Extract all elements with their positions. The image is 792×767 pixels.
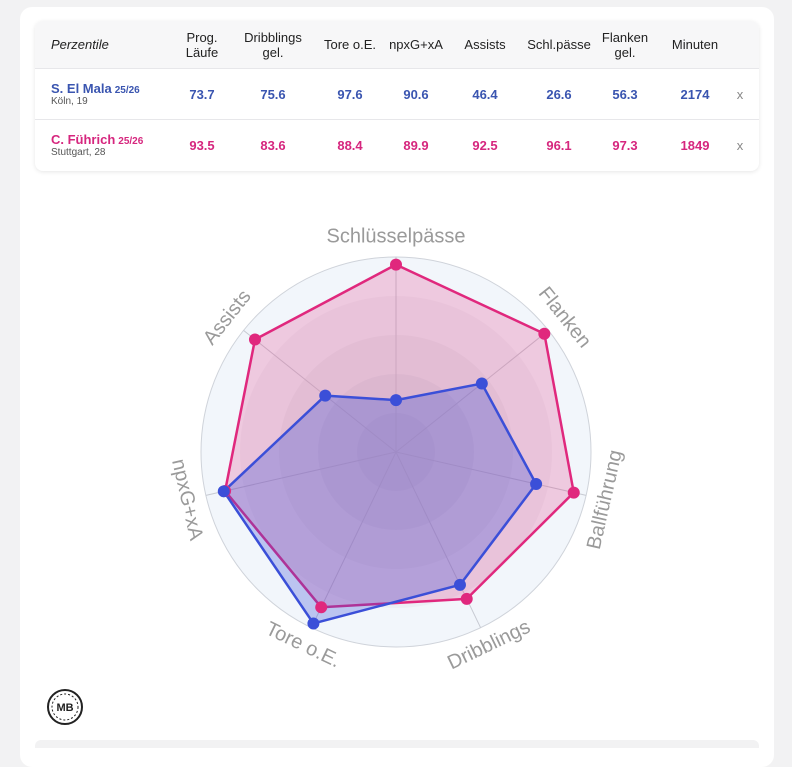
radar-chart: SchlüsselpässeFlankenBallführungDribblin… <box>167 225 627 674</box>
value-cell: 93.5 <box>189 137 215 153</box>
header-flanken[interactable]: Flanken gel. <box>601 29 649 60</box>
radar-point <box>460 592 473 605</box>
radar-spoke <box>395 451 587 496</box>
player-name[interactable]: S. El Mala 25/26 <box>51 81 140 96</box>
table-row: C. Führich 25/26 Stuttgart, 28 93.5 83.6 … <box>35 120 759 170</box>
value-cell: 83.6 <box>260 137 286 153</box>
value-cell: 56.3 <box>612 86 638 102</box>
value-cell: 97.3 <box>612 137 638 153</box>
radar-spoke <box>205 451 397 496</box>
header-npxg[interactable]: npxG+xA <box>389 37 443 52</box>
bottom-strip <box>35 740 759 748</box>
player-club-age: Stuttgart, 28 <box>51 147 106 158</box>
player-club-age: Köln, 19 <box>51 96 88 107</box>
table-header: Perzentile Prog. Läufe Dribblings gel. T… <box>35 21 759 69</box>
radar-spoke <box>243 330 397 453</box>
header-minuten[interactable]: Minuten <box>671 37 719 52</box>
header-tore[interactable]: Tore o.E. <box>323 37 377 52</box>
player-name-text: S. El Mala <box>51 81 112 96</box>
radar-point <box>390 258 402 271</box>
radar-point <box>475 377 488 390</box>
radar-point <box>217 485 230 498</box>
header-prog-laeufe[interactable]: Prog. Läufe <box>185 29 219 60</box>
remove-player-button[interactable]: x <box>736 137 744 153</box>
header-assists[interactable]: Assists <box>464 37 506 52</box>
radar-point <box>453 578 466 591</box>
header-perzentile: Perzentile <box>51 37 109 52</box>
value-cell: 2174 <box>680 86 710 102</box>
logo-text: MB <box>56 702 73 714</box>
value-cell: 92.5 <box>472 137 498 153</box>
radar-point <box>307 617 320 630</box>
radar-point <box>315 601 328 614</box>
value-cell: 89.9 <box>403 137 429 153</box>
value-cell: 73.7 <box>189 86 215 102</box>
player-season: 25/26 <box>118 136 144 147</box>
radar-series-el-mala <box>222 382 538 625</box>
radar-spoke <box>310 451 397 628</box>
player-name-text: C. Führich <box>51 132 116 147</box>
value-cell: 97.6 <box>337 86 363 102</box>
remove-player-button[interactable]: x <box>736 86 744 102</box>
player-season: 25/26 <box>114 85 140 96</box>
radar-spoke <box>395 330 549 453</box>
value-cell: 46.4 <box>472 86 498 102</box>
player-name[interactable]: C. Führich 25/26 <box>51 132 143 147</box>
radar-point <box>319 389 332 402</box>
value-cell: 88.4 <box>337 137 363 153</box>
value-cell: 96.1 <box>546 137 572 153</box>
percentile-table: Perzentile Prog. Läufe Dribblings gel. T… <box>35 21 759 171</box>
header-dribblings[interactable]: Dribblings gel. <box>244 29 302 60</box>
radar-point <box>248 333 261 346</box>
radar-axis-label: Schlüsselpässe <box>327 225 466 247</box>
radar-point <box>538 327 551 340</box>
radar-axis-label: npxG+xA <box>167 457 207 543</box>
radar-point <box>390 394 402 407</box>
value-cell: 26.6 <box>546 86 572 102</box>
radar-point <box>567 486 580 499</box>
value-cell: 1849 <box>680 137 710 153</box>
mb-logo-icon: MB <box>46 688 84 726</box>
table-row: S. El Mala 25/26 Köln, 19 73.7 75.6 97.6 … <box>35 69 759 120</box>
value-cell: 75.6 <box>260 86 286 102</box>
value-cell: 90.6 <box>403 86 429 102</box>
radar-point <box>530 477 543 490</box>
header-schlpaesse[interactable]: Schl.pässe <box>527 37 591 52</box>
